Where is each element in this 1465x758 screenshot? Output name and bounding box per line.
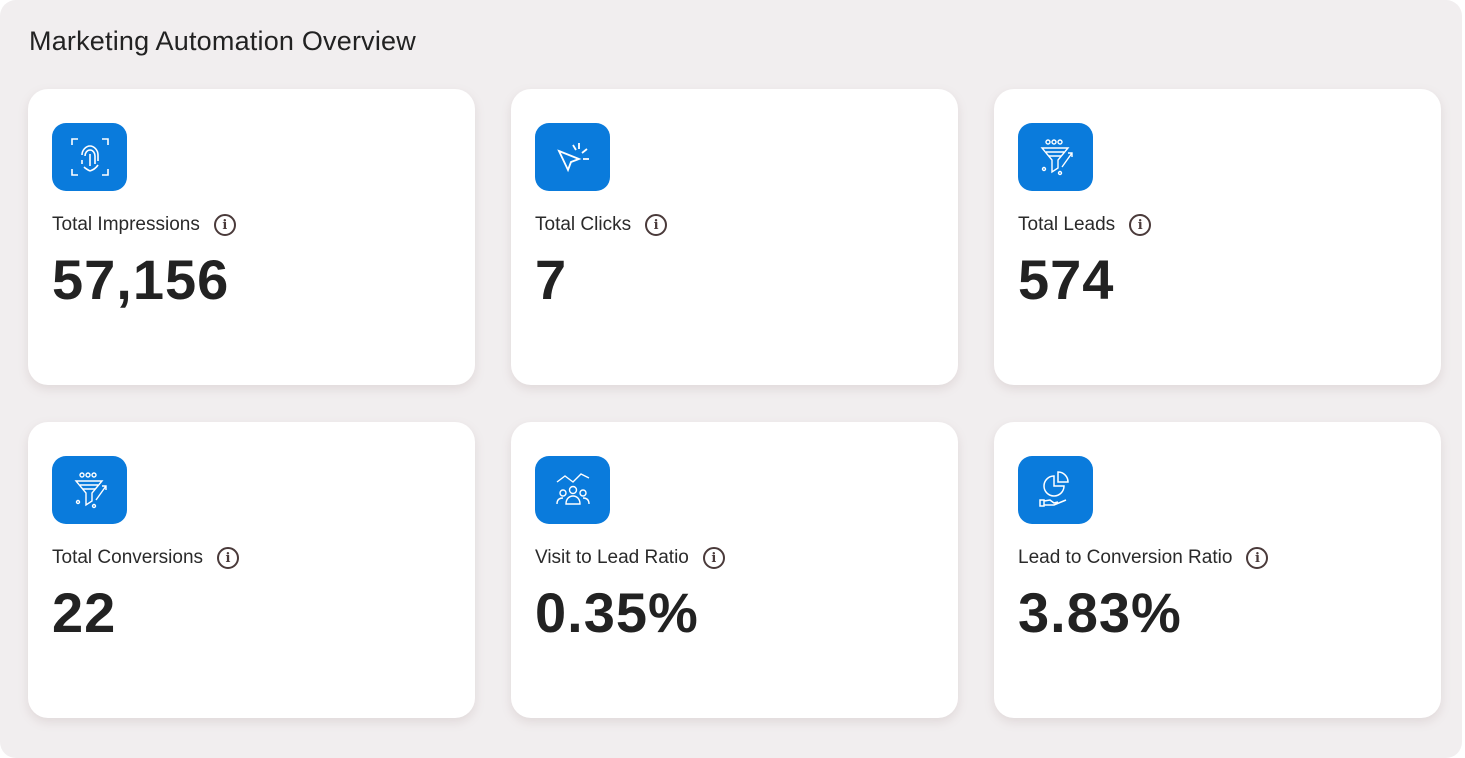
page-title: Marketing Automation Overview [29,26,416,56]
metric-value: 0.35% [535,581,699,644]
metric-value: 3.83% [1018,581,1182,644]
metric-label: Total Conversions [52,547,204,568]
metric-label: Total Impressions [52,214,200,235]
people-trend-icon-glyph [555,473,590,505]
metric-card-total-impressions: Total Impressions i 57,156 [28,89,475,385]
metric-label: Total Leads [1018,214,1116,235]
info-icon[interactable]: i [1246,547,1269,569]
cursor-click-icon-glyph [556,143,589,173]
metric-card-lead-to-conversion-ratio: Lead to Conversion Ratio i 3.83% [994,422,1441,718]
funnel-people-icon-glyph [74,472,107,509]
metric-label-row: Total Conversions i [52,547,240,569]
funnel-people-icon [1018,123,1093,191]
info-icon[interactable]: i [702,547,725,569]
metric-value: 7 [535,248,568,311]
metric-label-row: Total Impressions i [52,214,236,236]
cursor-click-icon [535,123,610,191]
pie-hand-icon [1018,456,1093,524]
metric-label-row: Total Leads i [1018,214,1152,236]
metric-card-visit-to-lead-ratio: Visit to Lead Ratio i 0.35% [511,422,958,718]
pie-hand-icon-glyph [1038,471,1069,507]
metric-card-total-conversions: Total Conversions i 22 [28,422,475,718]
metric-value: 57,156 [52,248,230,311]
metric-label-row: Total Clicks i [535,214,668,236]
info-icon[interactable]: i [645,214,668,236]
funnel-people-icon [52,456,127,524]
fingerprint-icon [52,123,127,191]
people-trend-icon [535,456,610,524]
metric-card-total-leads: Total Leads i 574 [994,89,1441,385]
metric-label: Lead to Conversion Ratio [1018,547,1233,568]
metric-label-row: Lead to Conversion Ratio i [1018,547,1269,569]
metric-label: Visit to Lead Ratio [535,547,689,568]
metric-value: 574 [1018,248,1115,311]
info-icon[interactable]: i [1129,214,1152,236]
metric-label-row: Visit to Lead Ratio i [535,547,725,569]
funnel-people-icon-glyph [1040,139,1073,176]
info-icon[interactable]: i [213,214,236,236]
metric-label: Total Clicks [535,214,632,235]
fingerprint-icon-glyph [70,138,109,176]
metric-value: 22 [52,581,117,644]
info-icon[interactable]: i [217,547,240,569]
metric-card-total-clicks: Total Clicks i 7 [511,89,958,385]
